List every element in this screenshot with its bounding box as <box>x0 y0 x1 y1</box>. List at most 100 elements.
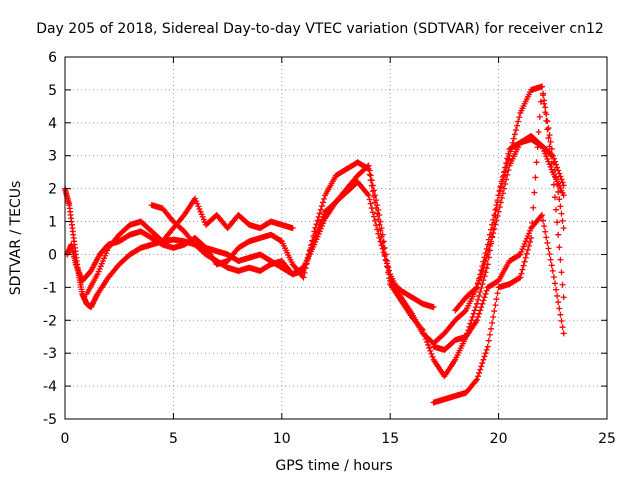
series-arc-6 <box>430 211 567 353</box>
data-point <box>507 148 514 155</box>
data-point <box>508 144 515 151</box>
data-point <box>489 319 496 326</box>
data-point <box>365 192 372 199</box>
data-point <box>547 256 554 263</box>
data-point <box>489 221 496 228</box>
data-point <box>475 313 482 320</box>
data-point <box>477 271 484 278</box>
data-point <box>375 207 382 214</box>
data-point <box>473 317 480 324</box>
data-point <box>376 211 383 218</box>
y-tick-label: -5 <box>43 412 57 428</box>
data-point <box>479 360 486 367</box>
data-point <box>551 280 558 287</box>
data-point <box>470 310 477 317</box>
data-point <box>488 240 495 247</box>
data-point <box>483 287 490 294</box>
data-point <box>478 363 485 370</box>
data-point <box>468 317 475 324</box>
data-point <box>558 269 565 276</box>
data-point <box>480 258 487 265</box>
data-point <box>369 182 376 189</box>
data-point <box>555 188 562 195</box>
tick-layer: 0 5 10 15 20 25 -5 -4 -3 -2 -1 0 1 2 3 4 5 6 <box>43 50 616 447</box>
data-point <box>473 300 480 307</box>
data-point <box>484 343 491 350</box>
y-tick-label: 1 <box>48 215 57 231</box>
data-point <box>481 294 488 301</box>
data-point <box>376 221 383 228</box>
data-point <box>472 304 479 311</box>
data-point <box>368 177 375 184</box>
data-point <box>374 202 381 209</box>
data-point <box>316 210 323 217</box>
data-point <box>558 317 565 324</box>
data-point <box>510 135 517 142</box>
x-tick-label: 5 <box>169 431 178 447</box>
series-arc-7 <box>452 83 567 314</box>
data-point <box>379 231 386 238</box>
data-point <box>559 281 566 288</box>
data-point <box>491 308 498 315</box>
data-point <box>313 221 320 228</box>
data-point <box>482 250 489 257</box>
data-point <box>559 324 566 331</box>
data-point <box>315 213 322 220</box>
data-point <box>472 285 479 292</box>
data-point <box>488 325 495 332</box>
data-point <box>555 299 562 306</box>
data-point <box>545 245 552 252</box>
data-point <box>519 266 526 273</box>
x-tick-label: 10 <box>273 431 291 447</box>
x-tick-label: 25 <box>598 431 616 447</box>
data-point <box>486 331 493 338</box>
data-point <box>546 131 553 138</box>
data-point <box>476 369 483 376</box>
y-tick-label: -1 <box>43 280 57 296</box>
y-tick-label: 6 <box>48 50 57 66</box>
y-tick-label: -2 <box>43 313 57 329</box>
data-point <box>558 176 565 183</box>
data-point <box>557 256 564 263</box>
data-point <box>525 242 532 249</box>
data-point <box>501 185 508 192</box>
data-point <box>496 188 503 195</box>
plot-frame <box>64 56 608 420</box>
data-point <box>530 204 537 211</box>
series-arc-3 <box>148 162 437 311</box>
data-point <box>534 144 541 151</box>
data-point <box>476 292 483 299</box>
data-point <box>380 238 387 245</box>
data-point <box>479 300 486 307</box>
data-point <box>381 244 388 251</box>
data-point <box>502 181 509 188</box>
data-point <box>527 238 534 245</box>
data-point <box>319 199 326 206</box>
data-point <box>478 285 485 292</box>
data-point <box>505 156 512 163</box>
data-point <box>382 257 389 264</box>
data-point <box>469 313 476 320</box>
data-point <box>480 277 487 284</box>
data-point <box>545 134 552 141</box>
data-point <box>479 281 486 288</box>
data-point <box>372 192 379 199</box>
data-point <box>544 239 551 246</box>
data-point <box>540 217 547 224</box>
y-tick-label: 2 <box>48 182 57 198</box>
data-point <box>420 330 427 337</box>
data-point <box>427 347 434 354</box>
data-point <box>366 196 373 203</box>
data-point <box>300 274 307 281</box>
data-point <box>424 338 431 345</box>
y-tick-label: -3 <box>43 346 57 362</box>
data-point <box>501 172 508 179</box>
data-point <box>428 350 435 357</box>
data-point <box>475 373 482 380</box>
data-point <box>496 204 503 211</box>
data-point <box>478 304 485 311</box>
data-point <box>492 207 499 214</box>
data-point <box>480 356 487 363</box>
data-point <box>556 244 563 251</box>
